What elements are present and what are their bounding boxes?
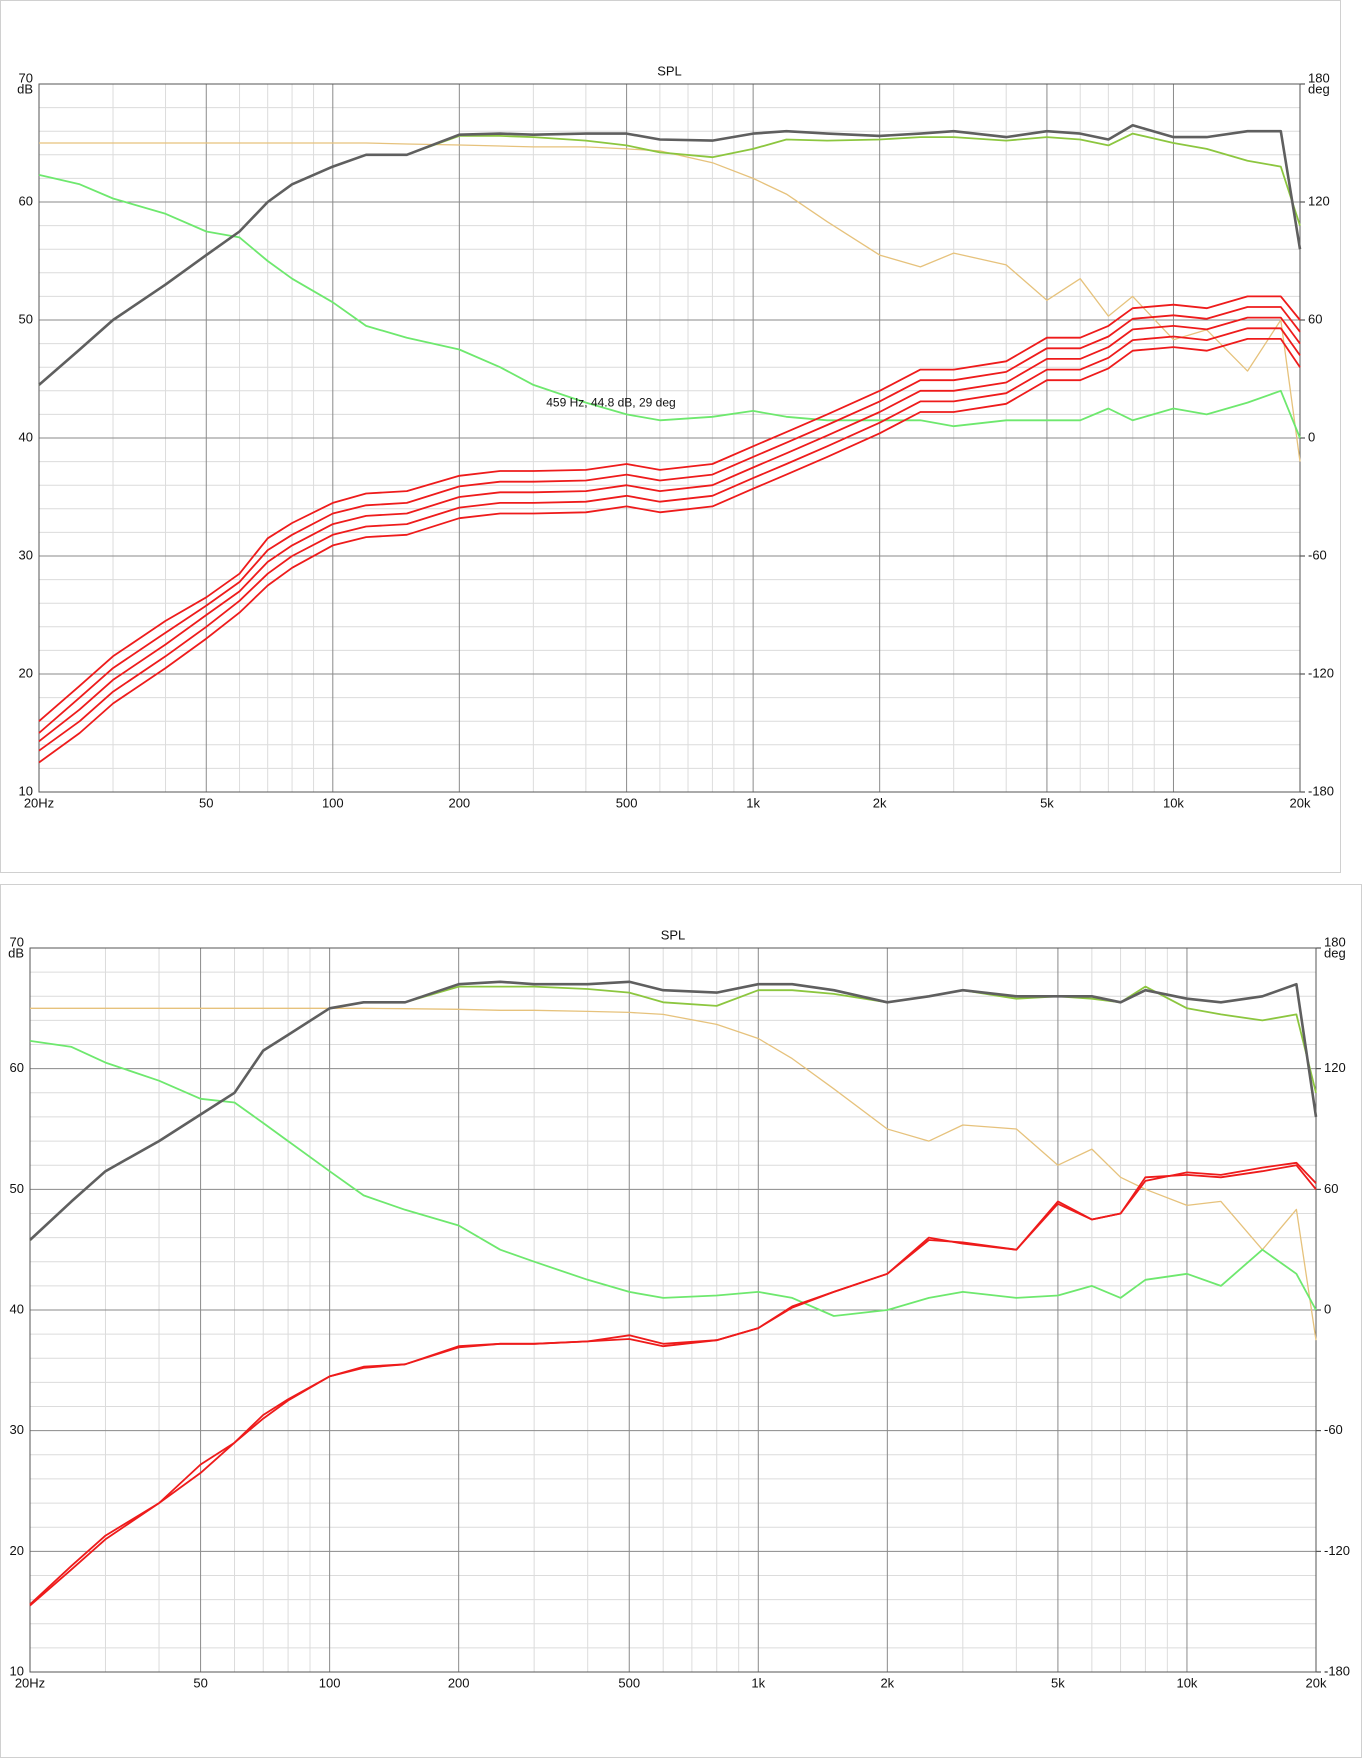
x-tick-label: 20Hz bbox=[24, 795, 54, 810]
chart-title: SPL bbox=[661, 927, 686, 942]
y-tick-label: 20 bbox=[10, 1543, 24, 1558]
y-tick-label: 50 bbox=[10, 1181, 24, 1196]
y-tick-label: 30 bbox=[10, 1422, 24, 1437]
series-line bbox=[38, 295, 1301, 722]
y-unit: dB bbox=[8, 945, 24, 960]
x-tick-label: 10k bbox=[1163, 795, 1184, 810]
series-line bbox=[38, 338, 1301, 764]
y2-tick-label: 120 bbox=[1324, 1060, 1346, 1075]
y2-unit: deg bbox=[1308, 81, 1330, 96]
x-tick-label: 100 bbox=[322, 795, 344, 810]
x-tick-label: 2k bbox=[880, 1675, 894, 1690]
x-tick-label: 20k bbox=[1290, 795, 1311, 810]
x-tick-label: 20k bbox=[1306, 1675, 1327, 1690]
x-tick-label: 100 bbox=[319, 1675, 341, 1690]
y-tick-label: 60 bbox=[19, 193, 33, 208]
series-line bbox=[38, 124, 1302, 386]
y-tick-label: 40 bbox=[10, 1301, 24, 1316]
series-line bbox=[29, 980, 1318, 1241]
y2-tick-label: -180 bbox=[1324, 1663, 1350, 1678]
y2-tick-label: 180 bbox=[1324, 934, 1346, 949]
y-tick-label: 10 bbox=[19, 783, 33, 798]
y2-tick-label: -60 bbox=[1308, 547, 1327, 562]
x-tick-label: 200 bbox=[448, 1675, 470, 1690]
y2-tick-label: -120 bbox=[1324, 1543, 1350, 1558]
y-tick-label: 70 bbox=[10, 934, 24, 949]
y-tick-label: 60 bbox=[10, 1060, 24, 1075]
x-tick-label: 200 bbox=[448, 795, 470, 810]
y-tick-label: 10 bbox=[10, 1663, 24, 1678]
x-tick-label: 20Hz bbox=[15, 1675, 45, 1690]
x-tick-label: 1k bbox=[746, 795, 760, 810]
series-line bbox=[38, 327, 1301, 752]
series-line bbox=[39, 142, 1301, 462]
panel-frame bbox=[0, 0, 1341, 873]
y2-tick-label: -60 bbox=[1324, 1422, 1343, 1437]
y2-tick-label: 60 bbox=[1308, 311, 1322, 326]
y2-tick-label: 0 bbox=[1324, 1301, 1331, 1316]
y-unit: dB bbox=[17, 81, 33, 96]
x-tick-label: 5k bbox=[1040, 795, 1054, 810]
x-tick-label: 10k bbox=[1176, 1675, 1197, 1690]
series-line bbox=[29, 1040, 1317, 1317]
series-line bbox=[38, 306, 1301, 734]
x-tick-label: 500 bbox=[618, 1675, 640, 1690]
y2-tick-label: -120 bbox=[1308, 665, 1334, 680]
y-tick-label: 20 bbox=[19, 665, 33, 680]
x-tick-label: 50 bbox=[199, 795, 213, 810]
y2-tick-label: -180 bbox=[1308, 783, 1334, 798]
series-line bbox=[30, 1007, 1317, 1341]
y2-tick-label: 60 bbox=[1324, 1181, 1338, 1196]
x-tick-label: 50 bbox=[193, 1675, 207, 1690]
y2-tick-label: 180 bbox=[1308, 70, 1330, 85]
y-tick-label: 70 bbox=[19, 70, 33, 85]
series-line bbox=[38, 174, 1301, 439]
series-line bbox=[29, 1164, 1317, 1607]
x-tick-label: 2k bbox=[873, 795, 887, 810]
y2-unit: deg bbox=[1324, 945, 1346, 960]
x-tick-label: 5k bbox=[1051, 1675, 1065, 1690]
cursor-annotation: 459 Hz, 44.8 dB, 29 deg bbox=[546, 396, 675, 410]
y-tick-label: 30 bbox=[19, 547, 33, 562]
y-tick-label: 50 bbox=[19, 311, 33, 326]
panel-frame bbox=[0, 884, 1362, 1758]
series-line bbox=[29, 1161, 1317, 1606]
x-tick-label: 1k bbox=[751, 1675, 765, 1690]
y2-tick-label: 120 bbox=[1308, 193, 1330, 208]
y-tick-label: 40 bbox=[19, 429, 33, 444]
chart-title: SPL bbox=[657, 63, 682, 78]
x-tick-label: 500 bbox=[616, 795, 638, 810]
series-line bbox=[38, 316, 1301, 743]
y2-tick-label: 0 bbox=[1308, 429, 1315, 444]
